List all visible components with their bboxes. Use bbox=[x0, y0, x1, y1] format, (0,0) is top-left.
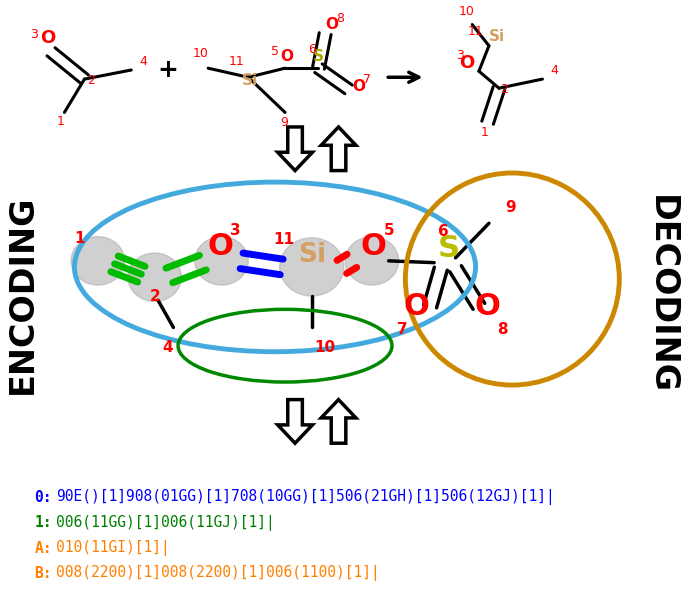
Text: O: O bbox=[280, 49, 293, 64]
Circle shape bbox=[195, 237, 248, 285]
Text: O: O bbox=[40, 29, 55, 47]
Circle shape bbox=[128, 253, 182, 302]
Text: 2: 2 bbox=[87, 74, 95, 87]
Text: O: O bbox=[352, 79, 365, 94]
Text: S: S bbox=[438, 234, 460, 263]
Text: Si: Si bbox=[298, 242, 326, 268]
Text: 8: 8 bbox=[497, 321, 508, 337]
Text: O: O bbox=[360, 232, 386, 261]
Text: 008(2200)[1]008(2200)[1]006(1100)[1]|: 008(2200)[1]008(2200)[1]006(1100)[1]| bbox=[55, 565, 379, 581]
Text: 1: 1 bbox=[480, 126, 488, 139]
Text: B:: B: bbox=[34, 566, 52, 581]
Text: +: + bbox=[158, 58, 179, 82]
Text: 11: 11 bbox=[468, 25, 484, 38]
Text: 10: 10 bbox=[192, 47, 208, 60]
Text: 11: 11 bbox=[228, 55, 244, 68]
Text: 4: 4 bbox=[551, 64, 558, 77]
Text: 010(11GI)[1]|: 010(11GI)[1]| bbox=[55, 540, 169, 556]
Text: 2: 2 bbox=[500, 83, 508, 96]
Text: S: S bbox=[313, 49, 324, 64]
Text: 1: 1 bbox=[74, 231, 84, 245]
Text: O: O bbox=[475, 293, 501, 321]
Circle shape bbox=[279, 238, 344, 296]
Text: 8: 8 bbox=[336, 12, 344, 24]
Text: 5: 5 bbox=[384, 223, 394, 239]
Text: 90E()[1]908(01GG)[1]708(10GG)[1]506(21GH)[1]506(12GJ)[1]|: 90E()[1]908(01GG)[1]708(10GG)[1]506(21GH… bbox=[55, 489, 554, 505]
Text: 0:: 0: bbox=[34, 490, 52, 505]
Text: 1: 1 bbox=[57, 114, 65, 127]
Text: Si: Si bbox=[489, 29, 505, 44]
Text: DECODING: DECODING bbox=[645, 195, 678, 394]
Text: 10: 10 bbox=[459, 6, 475, 18]
Text: ENCODING: ENCODING bbox=[5, 195, 39, 394]
Text: O: O bbox=[325, 17, 338, 32]
Text: 9: 9 bbox=[279, 116, 288, 129]
Text: O: O bbox=[459, 54, 475, 72]
Text: 2: 2 bbox=[149, 289, 160, 304]
Text: 9: 9 bbox=[505, 200, 516, 215]
Text: 11: 11 bbox=[273, 232, 294, 247]
Polygon shape bbox=[277, 127, 312, 171]
Text: 3: 3 bbox=[30, 29, 38, 42]
Text: 7: 7 bbox=[397, 321, 408, 337]
Text: O: O bbox=[208, 232, 233, 261]
Text: Si: Si bbox=[242, 73, 258, 88]
Text: O: O bbox=[403, 293, 429, 321]
Text: 10: 10 bbox=[314, 340, 336, 355]
Text: 7: 7 bbox=[363, 73, 371, 86]
Text: 4: 4 bbox=[163, 340, 173, 355]
Polygon shape bbox=[321, 127, 356, 171]
Text: 1:: 1: bbox=[34, 515, 52, 530]
Text: 006(11GG)[1]006(11GJ)[1]|: 006(11GG)[1]006(11GJ)[1]| bbox=[55, 515, 275, 531]
Text: 4: 4 bbox=[139, 55, 147, 68]
Circle shape bbox=[71, 237, 125, 285]
Text: A:: A: bbox=[34, 540, 52, 556]
Text: 5: 5 bbox=[271, 45, 279, 58]
Polygon shape bbox=[277, 400, 312, 443]
Text: 6: 6 bbox=[438, 224, 449, 239]
Circle shape bbox=[345, 237, 399, 285]
Text: 3: 3 bbox=[229, 223, 240, 239]
Text: 6: 6 bbox=[308, 43, 316, 56]
Polygon shape bbox=[321, 400, 356, 443]
Text: 3: 3 bbox=[456, 49, 464, 62]
